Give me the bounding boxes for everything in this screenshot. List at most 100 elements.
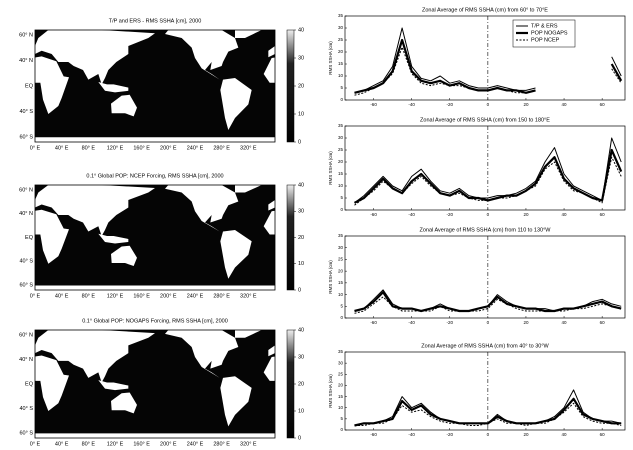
map-title: T/P and ERS - RMS SSHA [cm], 2000 — [109, 18, 202, 24]
landmass — [111, 245, 137, 266]
map-frame — [34, 184, 276, 291]
y-tick-label: 25 — [338, 147, 344, 152]
x-tick-label: 40 — [562, 320, 568, 325]
landmass — [111, 392, 137, 414]
x-tick-label: -40 — [408, 432, 415, 437]
x-tick-label: -40 — [408, 212, 415, 217]
x-tick-label: -60 — [370, 212, 377, 217]
y-tick-label: 15 — [338, 61, 344, 66]
map-x-label: 160° E — [133, 293, 150, 299]
map-x-label: 120° E — [107, 441, 124, 447]
landmass — [35, 137, 275, 142]
plot-title: Zonal Average of RMS SSHA (cm) from 40° … — [421, 343, 549, 349]
x-tick-label: 0 — [487, 432, 490, 437]
x-tick-label: -60 — [370, 432, 377, 437]
map-y-label: 40° S — [19, 406, 33, 412]
series-line — [354, 137, 622, 204]
map-frame — [34, 29, 276, 143]
colorbar-tick-label: 0 — [298, 435, 301, 441]
y-tick-label: 25 — [338, 37, 344, 42]
landmass — [268, 345, 275, 357]
map-y-label: 60° N — [19, 332, 33, 338]
map-x-label: 0° E — [30, 293, 41, 299]
y-tick-label: 20 — [338, 159, 344, 164]
landmass — [263, 210, 275, 235]
landmass — [275, 433, 515, 438]
colorbar — [286, 184, 295, 291]
map-x-label: 320° E — [240, 145, 257, 151]
colorbar-tick-label: 30 — [298, 209, 304, 215]
y-tick-label: 35 — [338, 349, 344, 354]
legend-label: T/P & ERS — [531, 23, 558, 29]
colorbar-tick-label: 10 — [298, 408, 304, 414]
landmass — [98, 82, 129, 93]
colorbar — [286, 329, 295, 439]
map-x-label: 320° E — [240, 441, 257, 447]
y-tick-label: 10 — [338, 73, 344, 78]
map-title: 0.1° Global POP: NCEP Forcing, RMS SSHA … — [86, 173, 223, 179]
landmass — [235, 330, 262, 338]
landmass — [35, 433, 275, 438]
map-frame — [34, 329, 276, 439]
colorbar-tick-label: 40 — [298, 27, 304, 33]
x-tick-label: 40 — [562, 212, 568, 217]
map-x-label: 240° E — [187, 441, 204, 447]
plot-title: Zonal Average of RMS SSHA (cm) from 60° … — [422, 7, 548, 13]
colorbar-tick-label: 20 — [298, 235, 304, 241]
map-x-label: 280° E — [213, 293, 230, 299]
map-title: 0.1° Global POP: NOGAPS Forcing, RMS SSH… — [82, 318, 228, 324]
y-tick-label: 15 — [338, 171, 344, 176]
colorbar — [286, 29, 295, 143]
y-tick-label: 35 — [338, 13, 344, 18]
y-axis-label: RMS SSHA (cm) — [328, 41, 333, 75]
landmass — [35, 56, 69, 114]
map-y-label: 60° S — [19, 134, 33, 140]
map-y-label: 60° N — [19, 187, 33, 193]
series-line — [354, 27, 622, 94]
map-y-label: 40° N — [19, 211, 33, 217]
y-tick-label: 15 — [338, 394, 344, 399]
y-tick-label: 30 — [338, 245, 344, 250]
landmass — [35, 330, 155, 383]
series-line — [354, 291, 622, 313]
landmass — [165, 330, 239, 378]
x-tick-label: -20 — [447, 212, 454, 217]
x-tick-label: 0 — [487, 320, 490, 325]
landmass — [263, 57, 275, 83]
y-tick-label: 5 — [340, 195, 343, 200]
map-y-label: 40° S — [19, 109, 33, 115]
map-y-label: 40° N — [19, 357, 33, 363]
y-tick-label: 35 — [338, 233, 344, 238]
landmass — [220, 78, 252, 130]
x-tick-label: 20 — [523, 432, 529, 437]
landmass — [235, 185, 262, 193]
map-x-label: 160° E — [133, 441, 150, 447]
landmass — [111, 94, 137, 117]
map-y-label: 60° N — [19, 32, 33, 38]
landmass — [235, 30, 262, 38]
y-tick-label: 15 — [338, 280, 344, 285]
y-tick-label: 20 — [338, 383, 344, 388]
landmass — [220, 376, 252, 427]
map-x-label: 80° E — [82, 145, 96, 151]
series-line — [354, 296, 622, 314]
landmass — [268, 200, 275, 211]
x-tick-label: 60 — [600, 102, 606, 107]
map-y-label: 60° S — [19, 430, 33, 436]
landmass — [165, 185, 239, 232]
y-axis-label: RMS SSHA (cm) — [328, 151, 333, 185]
map-land — [35, 185, 275, 290]
map-x-label: 200° E — [160, 441, 177, 447]
y-tick-label: 30 — [338, 360, 344, 365]
landmass — [35, 355, 69, 411]
map-x-label: 320° E — [240, 293, 257, 299]
map-x-label: 280° E — [213, 441, 230, 447]
landmass — [35, 185, 155, 236]
y-tick-label: 0 — [340, 207, 343, 212]
map-x-label: 120° E — [107, 145, 124, 151]
landmass — [263, 356, 275, 381]
x-tick-label: 40 — [562, 432, 568, 437]
map-y-label: 40° N — [19, 58, 33, 64]
x-tick-label: 60 — [600, 432, 606, 437]
